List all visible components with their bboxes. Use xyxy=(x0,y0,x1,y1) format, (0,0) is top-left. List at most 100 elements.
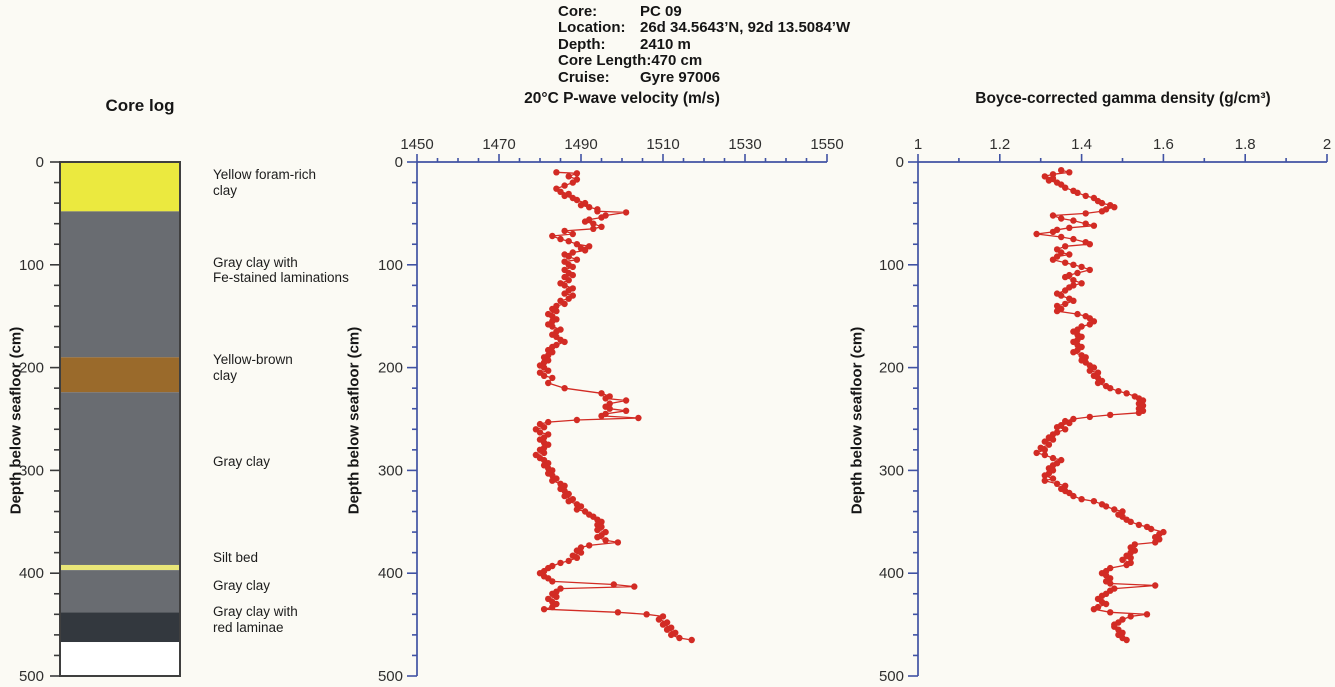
info-row-cruise: Cruise: Gyre 97006 xyxy=(558,69,850,86)
data-point xyxy=(598,214,605,221)
svg-text:2: 2 xyxy=(1323,136,1331,153)
data-point xyxy=(1102,600,1110,608)
data-point xyxy=(553,169,560,176)
data-point xyxy=(1078,280,1085,287)
svg-text:500: 500 xyxy=(19,668,44,685)
data-point xyxy=(561,385,568,392)
data-point xyxy=(598,390,605,397)
data-point xyxy=(1115,388,1122,395)
svg-text:1450: 1450 xyxy=(400,136,433,153)
data-point xyxy=(549,323,556,330)
data-point xyxy=(581,218,589,225)
annotation-line: Yellow-brown xyxy=(213,352,293,368)
info-label: Core Length: xyxy=(558,52,652,70)
svg-text:200: 200 xyxy=(378,360,403,377)
data-point xyxy=(1090,498,1098,505)
data-point xyxy=(549,477,556,484)
data-point xyxy=(581,247,589,254)
svg-text:300: 300 xyxy=(879,462,904,479)
data-point xyxy=(1107,385,1114,392)
data-point xyxy=(1066,224,1073,231)
svg-text:100: 100 xyxy=(19,257,44,274)
data-point xyxy=(561,290,568,297)
svg-text:200: 200 xyxy=(19,360,44,377)
data-point xyxy=(1049,256,1057,263)
data-point xyxy=(1045,441,1053,448)
data-point xyxy=(1041,451,1049,459)
data-point xyxy=(577,202,585,209)
data-point xyxy=(1086,321,1094,328)
data-point xyxy=(557,188,564,195)
svg-text:1.8: 1.8 xyxy=(1235,136,1256,153)
data-point xyxy=(577,549,585,556)
data-point xyxy=(1058,167,1065,174)
data-point xyxy=(1058,215,1065,222)
svg-text:400: 400 xyxy=(879,565,904,582)
core-layer xyxy=(60,211,180,358)
data-point xyxy=(1078,496,1085,503)
data-series xyxy=(1033,167,1167,644)
info-row-core: Core: PC 09 xyxy=(558,3,850,20)
data-point xyxy=(536,429,544,436)
svg-text:100: 100 xyxy=(879,257,904,274)
data-point xyxy=(565,295,572,302)
data-point xyxy=(565,277,572,284)
data-point xyxy=(1082,220,1089,227)
data-point xyxy=(565,253,572,260)
data-point xyxy=(1147,525,1155,533)
annotation-line: Fe-stained laminations xyxy=(213,270,349,286)
data-point xyxy=(1082,210,1089,217)
svg-text:200: 200 xyxy=(879,360,904,377)
data-point xyxy=(676,634,683,642)
data-point xyxy=(1041,472,1049,479)
annotation-line: Gray clay with xyxy=(213,254,298,270)
data-point xyxy=(586,243,593,250)
svg-text:300: 300 xyxy=(378,462,403,479)
data-point xyxy=(1123,390,1130,397)
series-line xyxy=(534,171,692,641)
data-point xyxy=(590,225,597,232)
data-point xyxy=(1062,184,1069,191)
data-point xyxy=(1049,475,1057,482)
data-point xyxy=(1041,173,1049,180)
data-point xyxy=(643,611,650,618)
info-row-core-length: Core Length: 470 cm xyxy=(558,52,850,70)
data-point xyxy=(1053,424,1061,431)
svg-text:1: 1 xyxy=(914,136,922,153)
core-log-title: Core log xyxy=(105,96,175,115)
data-point xyxy=(594,208,601,215)
core-column-border xyxy=(59,161,181,677)
data-point xyxy=(1062,300,1069,308)
annotation-line: Gray clay xyxy=(213,454,271,470)
data-point xyxy=(614,539,622,546)
svg-text:400: 400 xyxy=(19,565,44,582)
annotation-line: Gray clay xyxy=(213,577,271,593)
info-value: 26d 34.5643’N, 92d 13.5084’W xyxy=(640,19,851,37)
info-value: 2410 m xyxy=(640,35,691,53)
core-layer-annotation: Gray clay with Fe-stained laminations xyxy=(213,255,349,286)
data-point xyxy=(1152,539,1159,546)
data-point xyxy=(1062,259,1069,266)
data-point xyxy=(1119,556,1126,563)
data-point xyxy=(549,603,556,611)
data-point xyxy=(540,424,548,431)
data-point xyxy=(545,367,552,374)
svg-text:1550: 1550 xyxy=(810,136,843,153)
data-point xyxy=(569,179,576,186)
svg-text:1510: 1510 xyxy=(646,136,679,153)
data-point xyxy=(622,397,630,404)
data-point xyxy=(561,338,568,346)
data-point xyxy=(561,182,568,189)
data-point xyxy=(540,372,548,379)
data-point xyxy=(545,379,552,387)
data-point xyxy=(1127,518,1134,525)
data-point xyxy=(573,256,581,263)
svg-text:0: 0 xyxy=(896,154,904,171)
data-point xyxy=(1107,580,1114,587)
core-layer-annotation: Gray clay with red laminae xyxy=(213,604,298,635)
data-point xyxy=(688,636,695,644)
svg-text:500: 500 xyxy=(378,668,403,685)
data-point xyxy=(1070,261,1077,268)
core-layer xyxy=(60,357,180,393)
data-point xyxy=(569,271,576,279)
